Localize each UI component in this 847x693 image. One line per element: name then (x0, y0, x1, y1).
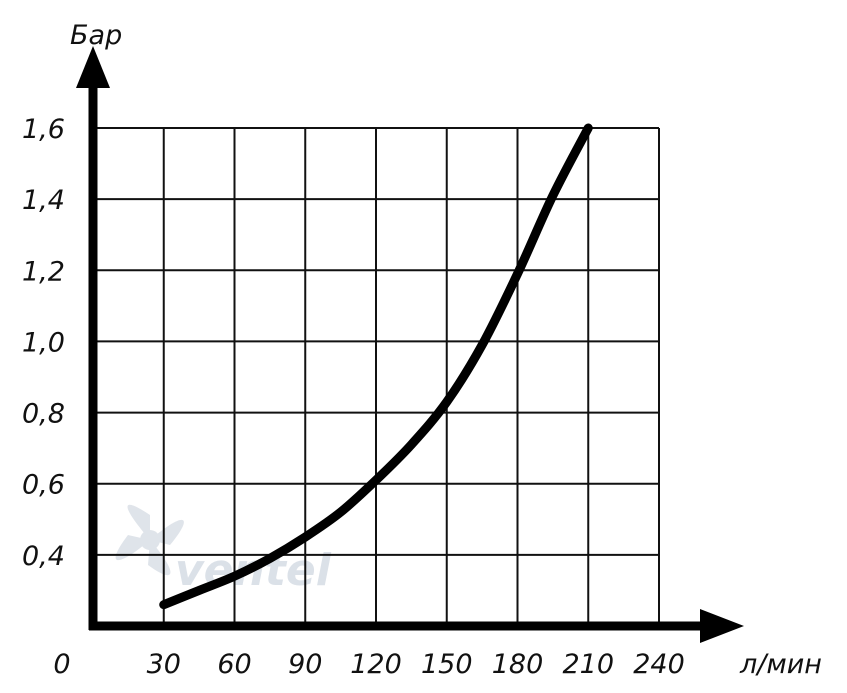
x-tick-labels: 0 30 60 90 120 150 180 210 240 (53, 649, 684, 680)
y-tick-label: 1,2 (22, 256, 65, 287)
x-tick-label: 210 (562, 649, 614, 680)
x-tick-label: 180 (492, 649, 544, 680)
x-tick-label: 30 (147, 649, 181, 680)
y-tick-label: 0,8 (22, 399, 65, 430)
fan-icon (115, 504, 184, 576)
grid (93, 127, 660, 626)
x-tick-label: 150 (421, 649, 473, 680)
x-tick-label: 120 (350, 649, 402, 680)
x-tick-label: 90 (288, 649, 322, 680)
x-axis-arrow-icon (700, 609, 744, 643)
x-axis-title: л/мин (739, 649, 822, 680)
y-axis-title: Бар (70, 20, 122, 51)
series-line-0 (159, 123, 593, 610)
y-tick-label: 0,4 (22, 541, 65, 572)
y-axis-arrow-icon (76, 46, 110, 88)
y-tick-label: 1,6 (22, 114, 65, 145)
x-tick-label: 0 (53, 649, 70, 680)
x-tick-label: 240 (633, 649, 685, 680)
axes (76, 46, 744, 643)
y-tick-label: 1,0 (22, 327, 65, 358)
y-tick-label: 1,4 (22, 185, 65, 216)
x-tick-label: 60 (217, 649, 251, 680)
y-tick-label: 0,6 (22, 470, 65, 501)
y-tick-labels: 0,4 0,6 0,8 1,0 1,2 1,4 1,6 (22, 114, 65, 572)
series-group (159, 123, 593, 610)
